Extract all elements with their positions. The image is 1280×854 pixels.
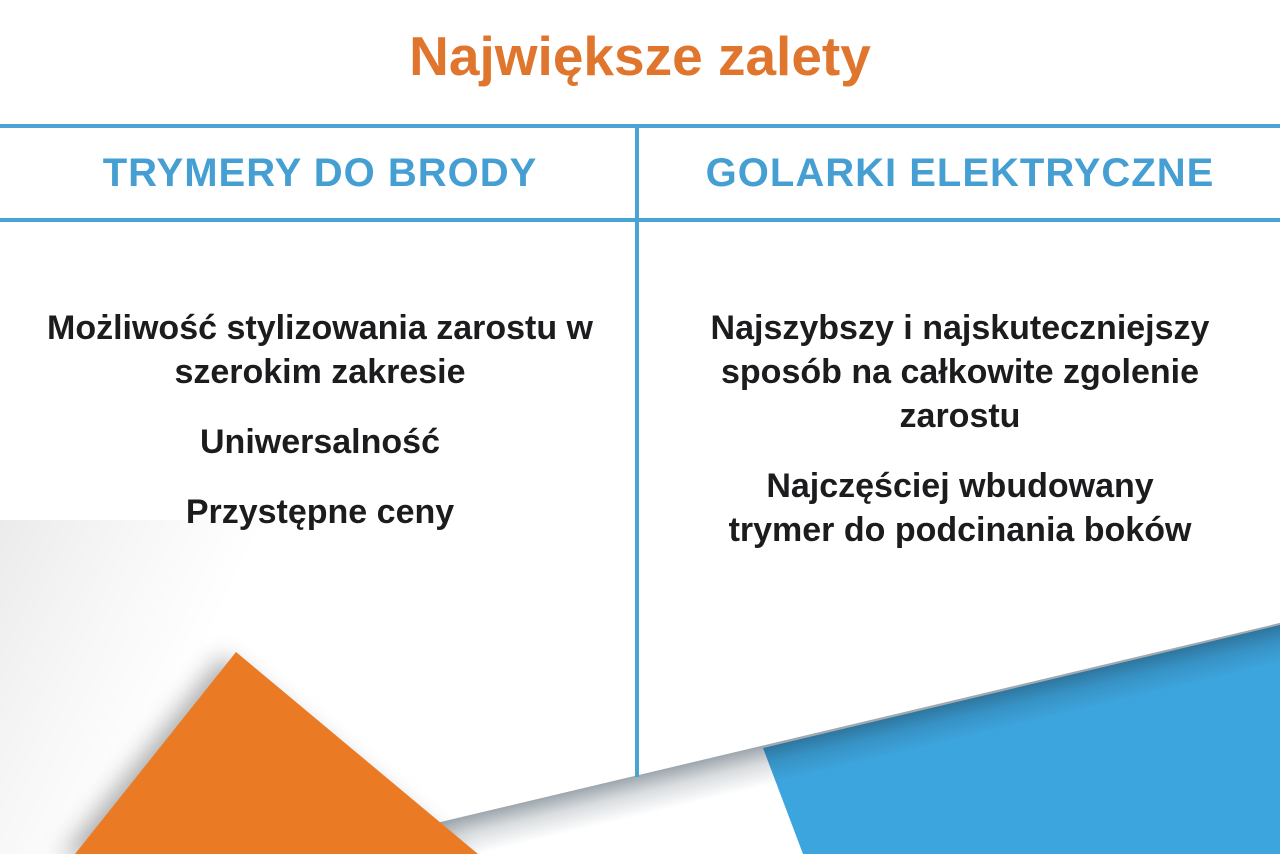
text-line: Najczęściej wbudowany [766,467,1154,505]
column-divider [635,124,639,777]
advantage-item: Uniwersalność [0,420,640,464]
text-line: szerokim zakresie [174,353,466,391]
table-header-border [0,218,1280,222]
advantage-item: Najczęściej wbudowany trymer do podcinan… [640,464,1280,552]
page-title: Największe zalety [409,25,871,87]
text-line: Uniwersalność [200,423,440,461]
header-golarki-elektryczne: GOLARKI ELEKTRYCZNE [705,150,1215,195]
body-row: Możliwość stylizowania zarostu w szeroki… [0,222,1280,552]
text-line: trymer do podcinania boków [728,511,1192,549]
bottom-left-shade [0,520,360,854]
text-line: Przystępne ceny [185,493,455,531]
column-trymery-do-brody: Możliwość stylizowania zarostu w szeroki… [0,222,640,552]
text-line: sposób na całkowite zgolenie [721,353,1199,391]
header-row: TRYMERY DO BRODY GOLARKI ELEKTRYCZNE [0,128,1280,218]
header-trymery-do-brody: TRYMERY DO BRODY [102,150,538,195]
advantage-item: Najszybszy i najskuteczniejszy sposób na… [640,306,1280,438]
text-line: zarostu [899,397,1021,435]
text-line: Najszybszy i najskuteczniejszy [710,309,1210,347]
column-golarki-elektryczne: Najszybszy i najskuteczniejszy sposób na… [640,222,1280,552]
advantage-item: Możliwość stylizowania zarostu w szeroki… [0,306,640,394]
text-line: Możliwość stylizowania zarostu w [47,309,593,347]
advantage-item: Przystępne ceny [0,490,640,534]
table-top-border [0,124,1280,128]
